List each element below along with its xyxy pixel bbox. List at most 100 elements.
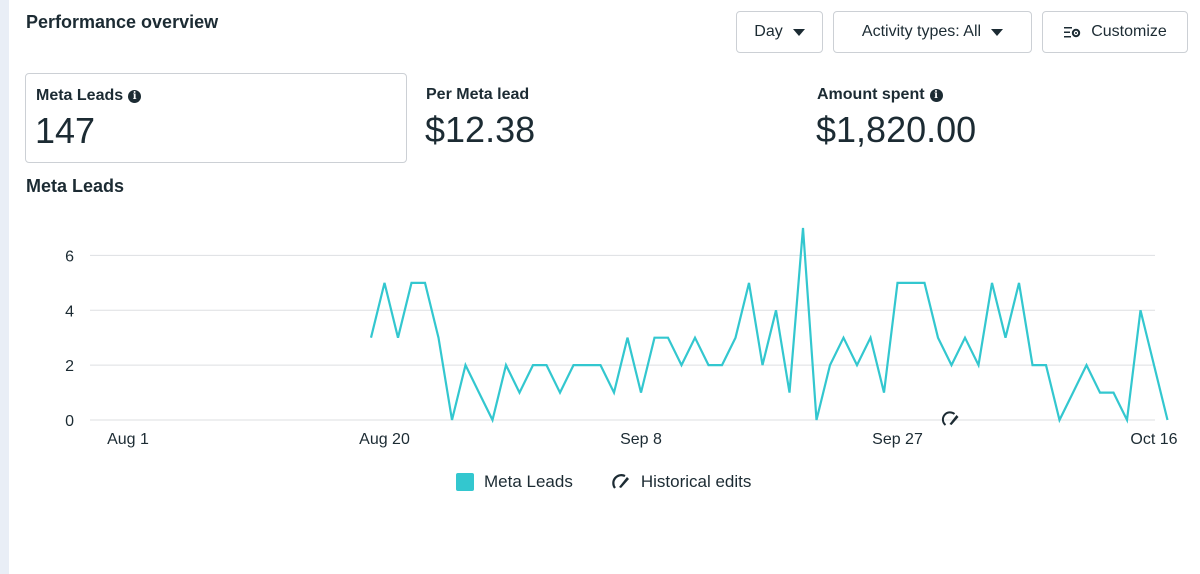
- meta-leads-line-chart: 0 2 4 6 Aug 1 Aug 20 Sep 8 Sep 27 Oct 16: [65, 223, 1178, 448]
- data-point[interactable]: [596, 360, 606, 370]
- data-point[interactable]: [920, 278, 930, 288]
- customize-button[interactable]: Customize: [1042, 11, 1188, 53]
- metric-card-amount-spent[interactable]: Amount spent i $1,820.00: [807, 73, 1187, 163]
- day-dropdown[interactable]: Day: [736, 11, 823, 53]
- data-point[interactable]: [420, 278, 430, 288]
- data-point[interactable]: [960, 333, 970, 343]
- info-icon[interactable]: i: [128, 89, 142, 103]
- data-point[interactable]: [1136, 305, 1146, 315]
- data-point[interactable]: [1122, 415, 1132, 425]
- data-point[interactable]: [366, 333, 376, 343]
- data-point[interactable]: [1068, 388, 1078, 398]
- data-point[interactable]: [461, 360, 471, 370]
- historical-edit-icon[interactable]: [941, 411, 959, 426]
- data-point[interactable]: [866, 333, 876, 343]
- metric-card-meta-leads[interactable]: Meta Leads i 147: [25, 73, 407, 163]
- legend-swatch: [456, 473, 474, 491]
- day-dropdown-label: Day: [754, 23, 783, 40]
- data-point[interactable]: [474, 388, 484, 398]
- data-point[interactable]: [1028, 360, 1038, 370]
- page-title: Performance overview: [26, 12, 219, 32]
- data-point[interactable]: [636, 388, 646, 398]
- data-point[interactable]: [434, 333, 444, 343]
- data-point[interactable]: [677, 360, 687, 370]
- data-point[interactable]: [690, 333, 700, 343]
- data-point[interactable]: [1001, 333, 1011, 343]
- data-point[interactable]: [758, 360, 768, 370]
- left-edge-strip: [0, 0, 9, 574]
- data-point[interactable]: [1082, 360, 1092, 370]
- data-point[interactable]: [852, 360, 862, 370]
- data-point[interactable]: [798, 223, 808, 233]
- legend-item-historical-edits[interactable]: Historical edits: [611, 472, 752, 492]
- data-point[interactable]: [744, 278, 754, 288]
- metric-value: $12.38: [425, 109, 536, 150]
- data-point[interactable]: [528, 360, 538, 370]
- annotation-layer: [941, 411, 959, 426]
- data-point[interactable]: [1163, 415, 1173, 425]
- chart-title: Meta Leads: [26, 176, 125, 196]
- data-point[interactable]: [569, 360, 579, 370]
- data-point[interactable]: [717, 360, 727, 370]
- series-line-meta-leads: [369, 227, 1169, 424]
- data-point[interactable]: [1109, 388, 1119, 398]
- data-point[interactable]: [663, 333, 673, 343]
- data-point[interactable]: [825, 360, 835, 370]
- y-tick-label: 4: [65, 303, 74, 320]
- metric-card-per-meta-lead[interactable]: Per Meta lead $12.38: [416, 73, 796, 163]
- chart-legend: Meta Leads Historical edits: [456, 472, 751, 492]
- data-point[interactable]: [947, 360, 957, 370]
- data-point[interactable]: [582, 360, 592, 370]
- metric-label-row: Meta Leads i: [36, 87, 142, 105]
- data-point[interactable]: [609, 388, 619, 398]
- data-point[interactable]: [704, 360, 714, 370]
- y-tick-label: 0: [65, 413, 74, 430]
- data-point[interactable]: [1095, 388, 1105, 398]
- historical-edit-icon: [612, 474, 629, 489]
- data-point[interactable]: [555, 388, 565, 398]
- data-point[interactable]: [731, 333, 741, 343]
- metric-label-row: Amount spent i: [817, 86, 943, 104]
- data-point[interactable]: [879, 388, 889, 398]
- metric-value: $1,820.00: [816, 109, 977, 150]
- data-point[interactable]: [1149, 360, 1159, 370]
- x-tick-label: Aug 1: [107, 431, 149, 448]
- data-point[interactable]: [447, 415, 457, 425]
- x-tick-label: Aug 20: [359, 431, 410, 448]
- data-point[interactable]: [839, 333, 849, 343]
- activity-types-dropdown[interactable]: Activity types: All: [833, 11, 1032, 53]
- data-point[interactable]: [987, 278, 997, 288]
- data-point[interactable]: [515, 388, 525, 398]
- data-point[interactable]: [542, 360, 552, 370]
- y-axis-ticks: 0 2 4 6: [65, 248, 74, 430]
- x-axis-ticks: Aug 1 Aug 20 Sep 8 Sep 27 Oct 16: [107, 431, 1178, 448]
- data-point[interactable]: [501, 360, 511, 370]
- data-point[interactable]: [380, 278, 390, 288]
- info-icon[interactable]: i: [929, 88, 943, 102]
- data-point[interactable]: [785, 388, 795, 398]
- data-point[interactable]: [1055, 415, 1065, 425]
- data-point[interactable]: [393, 333, 403, 343]
- data-point[interactable]: [974, 360, 984, 370]
- legend-label: Meta Leads: [484, 472, 573, 491]
- data-point[interactable]: [933, 333, 943, 343]
- legend-item-meta-leads[interactable]: Meta Leads: [456, 472, 573, 492]
- data-point[interactable]: [1041, 360, 1051, 370]
- data-point[interactable]: [488, 415, 498, 425]
- customize-icon: [1064, 27, 1081, 38]
- data-point[interactable]: [906, 278, 916, 288]
- data-point[interactable]: [1014, 278, 1024, 288]
- data-point[interactable]: [623, 333, 633, 343]
- data-point[interactable]: [812, 415, 822, 425]
- metric-label: Meta Leads: [36, 87, 124, 104]
- data-point[interactable]: [650, 333, 660, 343]
- caret-down-icon: [991, 28, 1004, 36]
- data-point[interactable]: [407, 278, 417, 288]
- legend-label: Historical edits: [640, 472, 752, 491]
- x-tick-label: Sep 8: [620, 431, 662, 448]
- data-point[interactable]: [771, 305, 781, 315]
- data-point[interactable]: [893, 278, 903, 288]
- grid-layer: [90, 254, 1155, 421]
- metric-label: Per Meta lead: [426, 86, 530, 103]
- y-tick-label: 2: [65, 358, 74, 375]
